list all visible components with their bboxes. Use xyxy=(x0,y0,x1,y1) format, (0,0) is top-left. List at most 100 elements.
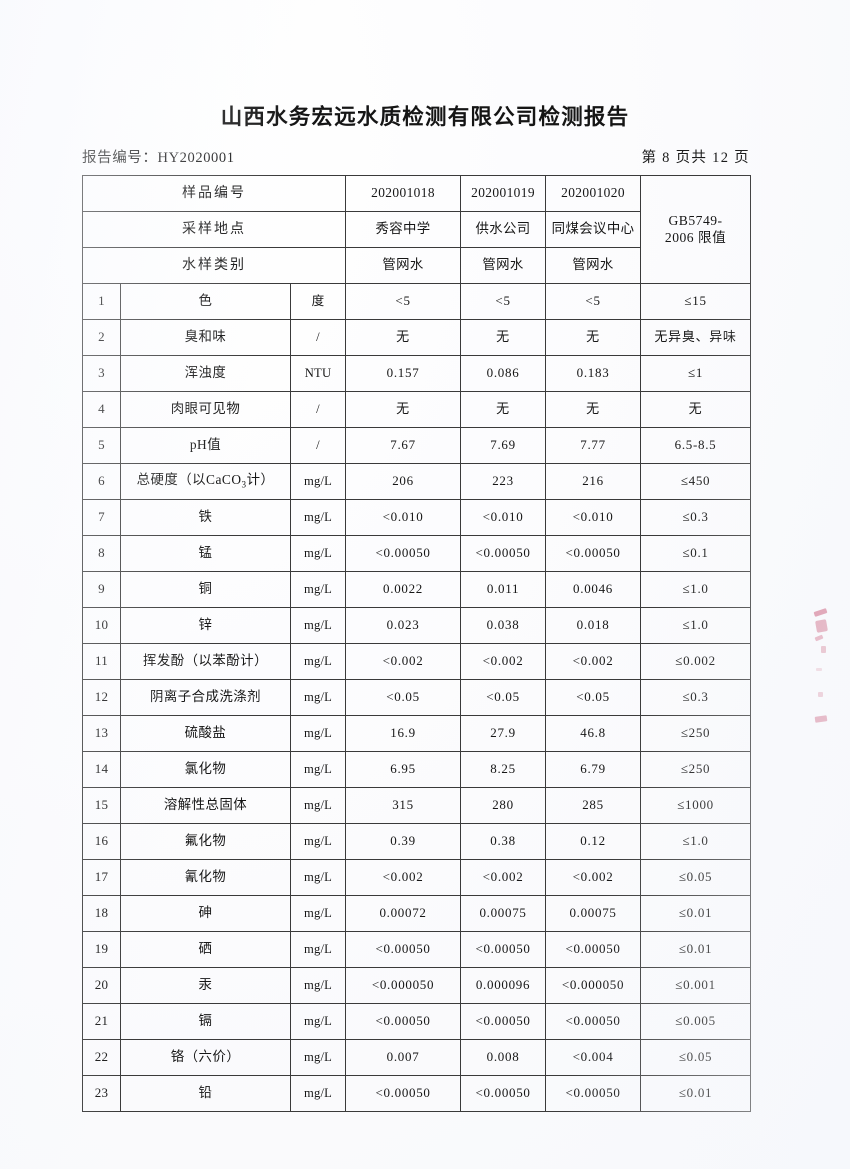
report-meta: 报告编号：HY2020001 第 8 页共 12 页 xyxy=(82,146,750,167)
parameter-name: 氟化物 xyxy=(120,823,291,860)
parameter-name: 溶解性总固体 xyxy=(120,787,291,824)
standard-limit: ≤0.005 xyxy=(640,1003,752,1040)
value-sample-2: 0.086 xyxy=(460,355,547,392)
value-sample-3: <0.010 xyxy=(545,499,642,536)
table-row: 7 铁 mg/L <0.010 <0.010 <0.010 ≤0.3 xyxy=(82,499,752,536)
value-sample-1: <5 xyxy=(345,283,462,320)
value-sample-2: <0.00050 xyxy=(460,931,547,968)
row-index: 7 xyxy=(82,499,121,536)
parameter-unit: mg/L xyxy=(289,499,347,536)
parameter-unit: mg/L xyxy=(289,1039,347,1076)
value-sample-3: 0.00075 xyxy=(545,895,642,932)
parameter-unit: mg/L xyxy=(289,535,347,572)
page-title: 山西水务宏远水质检测有限公司检测报告 xyxy=(220,105,630,130)
standard-limit: ≤0.01 xyxy=(640,895,752,932)
value-sample-2: <0.002 xyxy=(460,859,547,896)
red-seal-mark xyxy=(812,606,834,726)
standard-limit: ≤250 xyxy=(640,751,752,788)
value-sample-1: 0.00072 xyxy=(345,895,462,932)
value-sample-1: 7.67 xyxy=(345,427,462,464)
header-label-sample-no: 样品编号 xyxy=(81,175,347,212)
parameter-unit: / xyxy=(289,319,347,356)
table-row: 16 氟化物 mg/L 0.39 0.38 0.12 ≤1.0 xyxy=(82,823,752,860)
row-index: 18 xyxy=(82,895,121,932)
parameter-unit: mg/L xyxy=(289,571,347,608)
table-row: 11 挥发酚（以苯酚计） mg/L <0.002 <0.002 <0.002 ≤0.002 xyxy=(82,643,752,680)
value-sample-3: 0.0046 xyxy=(545,571,642,608)
parameter-unit: mg/L xyxy=(289,607,347,644)
standard-limit: ≤250 xyxy=(640,715,752,752)
parameter-name: 总硬度（以CaCO3计） xyxy=(120,463,291,500)
value-sample-3: 216 xyxy=(545,463,642,500)
value-sample-1: 0.39 xyxy=(345,823,462,860)
table-row: 15 溶解性总固体 mg/L 315 280 285 ≤1000 xyxy=(82,787,752,824)
row-index: 20 xyxy=(82,967,121,1004)
value-sample-1: 206 xyxy=(345,463,462,500)
table-row: 3 浑浊度 NTU 0.157 0.086 0.183 ≤1 xyxy=(82,355,752,392)
parameter-name: 锌 xyxy=(120,607,291,644)
sample-type-1: 管网水 xyxy=(345,247,462,284)
parameter-name: 硫酸盐 xyxy=(120,715,291,752)
table-row: 13 硫酸盐 mg/L 16.9 27.9 46.8 ≤250 xyxy=(82,715,752,752)
parameter-name: 硒 xyxy=(120,931,291,968)
value-sample-3: 285 xyxy=(545,787,642,824)
table-row: 10 锌 mg/L 0.023 0.038 0.018 ≤1.0 xyxy=(82,607,752,644)
sample-no-1: 202001018 xyxy=(345,175,462,212)
row-index: 22 xyxy=(82,1039,121,1076)
standard-limit: 无异臭、异味 xyxy=(640,319,752,356)
value-sample-3: 0.12 xyxy=(545,823,642,860)
value-sample-3: <0.00050 xyxy=(545,535,642,572)
value-sample-2: 0.008 xyxy=(460,1039,547,1076)
value-sample-2: <0.00050 xyxy=(460,535,547,572)
value-sample-2: 223 xyxy=(460,463,547,500)
row-index: 16 xyxy=(82,823,121,860)
table-row: 12 阴离子合成洗涤剂 mg/L <0.05 <0.05 <0.05 ≤0.3 xyxy=(82,679,752,716)
value-sample-3: <0.00050 xyxy=(545,1003,642,1040)
value-sample-2: 0.38 xyxy=(460,823,547,860)
parameter-unit: mg/L xyxy=(289,895,347,932)
value-sample-1: 315 xyxy=(345,787,462,824)
sample-site-2: 供水公司 xyxy=(460,211,547,248)
parameter-unit: mg/L xyxy=(289,823,347,860)
sample-no-2: 202001019 xyxy=(460,175,547,212)
row-index: 8 xyxy=(82,535,121,572)
parameter-name: 臭和味 xyxy=(120,319,291,356)
standard-limit: ≤1 xyxy=(640,355,752,392)
table-row: 22 铬（六价） mg/L 0.007 0.008 <0.004 ≤0.05 xyxy=(82,1039,752,1076)
header-row-sample-no: 样品编号 202001018 202001019 202001020 GB5749- 20… xyxy=(81,175,752,284)
standard-limit: ≤0.002 xyxy=(640,643,752,680)
value-sample-3: 0.183 xyxy=(545,355,642,392)
value-sample-3: <0.00050 xyxy=(545,931,642,968)
sample-type-2: 管网水 xyxy=(460,247,547,284)
parameter-unit: mg/L xyxy=(289,1003,347,1040)
row-index: 10 xyxy=(82,607,121,644)
table-row: 18 砷 mg/L 0.00072 0.00075 0.00075 ≤0.01 xyxy=(82,895,752,932)
value-sample-2: 27.9 xyxy=(460,715,547,752)
value-sample-1: 0.157 xyxy=(345,355,462,392)
table-row: 9 铜 mg/L 0.0022 0.011 0.0046 ≤1.0 xyxy=(82,571,752,608)
table-row: 1 色度 <5 <5 <5 ≤15 xyxy=(82,283,752,320)
header-label-sampling-site: 采样地点 xyxy=(81,211,347,248)
row-index: 1 xyxy=(82,283,121,320)
row-index: 17 xyxy=(82,859,121,896)
value-sample-1: 6.95 xyxy=(345,751,462,788)
standard-limit: ≤15 xyxy=(640,283,752,320)
value-sample-1: 无 xyxy=(345,391,462,428)
parameter-name: 镉 xyxy=(120,1003,291,1040)
standard-limit: ≤1.0 xyxy=(640,571,752,608)
table-row: 19 硒 mg/L <0.00050 <0.00050 <0.00050 ≤0.01 xyxy=(82,931,752,968)
value-sample-3: 6.79 xyxy=(545,751,642,788)
value-sample-1: <0.010 xyxy=(345,499,462,536)
parameter-name: 挥发酚（以苯酚计） xyxy=(120,643,291,680)
parameter-name: 阴离子合成洗涤剂 xyxy=(120,679,291,716)
row-index: 11 xyxy=(82,643,121,680)
standard-limit-header: GB5749- 2006 限值 xyxy=(640,175,752,284)
value-sample-3: <0.004 xyxy=(545,1039,642,1076)
header-label-water-type: 水样类别 xyxy=(81,247,347,284)
parameter-unit: 度 xyxy=(289,283,347,320)
standard-limit: ≤0.001 xyxy=(640,967,752,1004)
sample-site-1: 秀容中学 xyxy=(345,211,462,248)
parameter-name: pH值 xyxy=(120,427,291,464)
value-sample-3: <0.002 xyxy=(545,643,642,680)
